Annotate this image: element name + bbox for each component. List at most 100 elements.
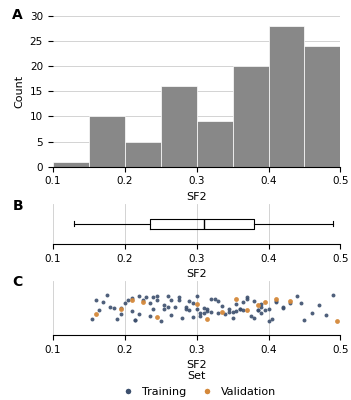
Point — [273, 298, 279, 304]
Point — [136, 310, 142, 317]
Point — [140, 297, 145, 303]
Point — [147, 312, 153, 319]
Point — [334, 318, 340, 324]
X-axis label: SF2: SF2 — [186, 269, 207, 279]
Point — [219, 303, 225, 309]
Bar — [305, 46, 340, 167]
Point — [154, 297, 160, 304]
Text: B: B — [12, 199, 23, 213]
Point — [147, 300, 153, 306]
Point — [118, 305, 124, 311]
Point — [216, 310, 221, 316]
Point — [161, 302, 167, 308]
Point — [158, 318, 163, 324]
Point — [194, 306, 199, 312]
Point — [187, 298, 192, 304]
Point — [219, 308, 225, 315]
Point — [216, 298, 221, 304]
Point — [208, 308, 214, 315]
Point — [237, 306, 243, 312]
Bar — [197, 122, 233, 167]
Point — [129, 308, 134, 314]
Point — [90, 316, 95, 322]
Point — [244, 307, 250, 313]
Point — [233, 308, 239, 314]
Point — [287, 298, 293, 304]
Point — [93, 311, 99, 317]
Point — [93, 297, 99, 304]
Point — [168, 297, 174, 303]
Point — [230, 309, 235, 315]
Point — [194, 300, 199, 307]
Point — [240, 307, 246, 314]
Bar — [161, 86, 197, 167]
Point — [273, 296, 279, 302]
Point — [230, 314, 235, 321]
Point — [194, 293, 199, 299]
Point — [107, 304, 113, 310]
Bar — [125, 142, 161, 167]
Point — [309, 310, 314, 316]
Point — [269, 316, 275, 322]
Point — [125, 296, 131, 303]
Point — [226, 306, 232, 312]
Point — [104, 292, 110, 298]
Point — [165, 292, 171, 299]
Point — [255, 307, 260, 313]
Point — [258, 304, 264, 310]
Point — [273, 299, 279, 306]
Point — [197, 313, 203, 319]
Point — [294, 292, 300, 299]
Point — [151, 294, 156, 301]
Point — [190, 300, 196, 306]
Point — [165, 304, 171, 310]
Point — [280, 305, 286, 312]
Point — [205, 316, 210, 323]
Point — [136, 293, 142, 299]
Point — [183, 304, 188, 310]
Point — [248, 313, 253, 320]
Legend: Training, Validation: Training, Validation — [112, 367, 281, 400]
Point — [302, 317, 307, 323]
Point — [140, 299, 145, 305]
Point — [129, 297, 134, 303]
Point — [258, 310, 264, 316]
Point — [262, 307, 268, 313]
Point — [201, 310, 206, 316]
X-axis label: SF2: SF2 — [186, 360, 207, 370]
Point — [97, 306, 102, 313]
Bar — [233, 66, 269, 167]
Point — [122, 300, 127, 306]
Point — [266, 318, 271, 324]
Point — [251, 298, 257, 305]
Point — [172, 303, 178, 310]
Point — [331, 292, 336, 298]
Point — [133, 316, 138, 323]
Point — [226, 309, 232, 315]
Point — [205, 305, 210, 312]
Point — [237, 306, 243, 312]
Y-axis label: Count: Count — [14, 75, 24, 108]
Point — [233, 300, 239, 307]
Point — [190, 314, 196, 320]
Point — [251, 315, 257, 321]
Point — [143, 294, 149, 300]
Point — [187, 307, 192, 313]
Point — [179, 314, 185, 321]
Point — [161, 306, 167, 312]
Point — [208, 295, 214, 302]
Point — [287, 300, 293, 306]
Point — [168, 312, 174, 318]
Point — [258, 301, 264, 308]
Point — [154, 314, 160, 320]
Point — [176, 294, 181, 300]
Point — [151, 306, 156, 312]
Point — [197, 310, 203, 316]
Point — [255, 307, 260, 313]
Point — [212, 296, 217, 302]
Point — [201, 305, 206, 311]
Point — [183, 306, 188, 312]
Point — [244, 296, 250, 302]
Point — [255, 302, 260, 308]
Point — [280, 304, 286, 310]
